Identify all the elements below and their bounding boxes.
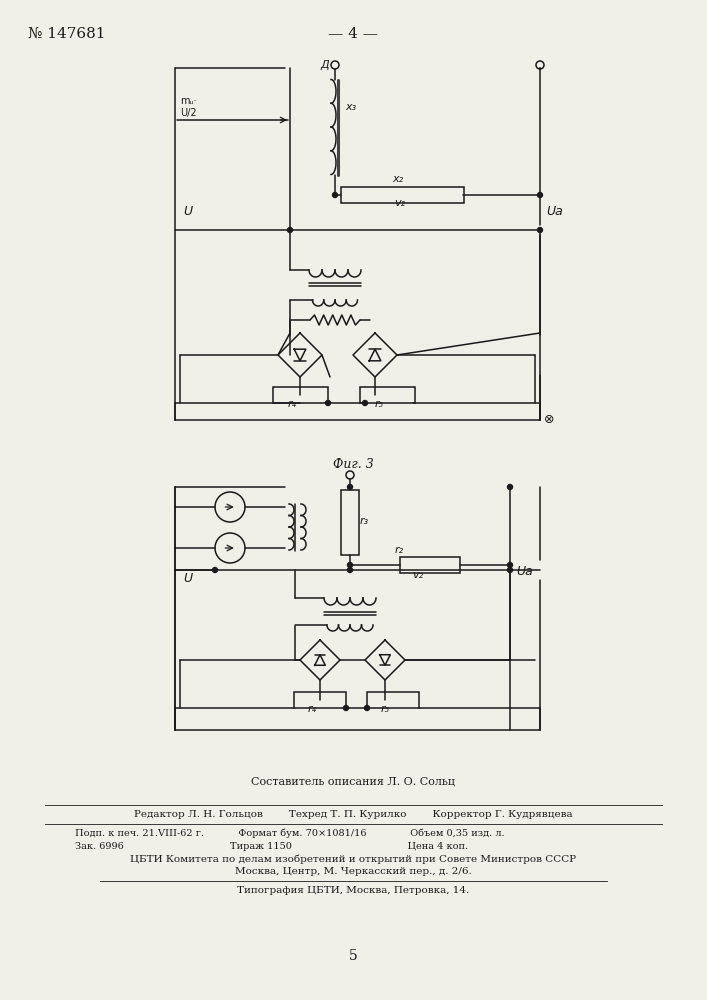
Text: Типография ЦБТИ, Москва, Петровка, 14.: Типография ЦБТИ, Москва, Петровка, 14. — [237, 886, 469, 895]
Circle shape — [348, 562, 353, 568]
Text: № 147681: № 147681 — [28, 27, 105, 41]
Text: 5: 5 — [349, 949, 357, 963]
Circle shape — [348, 568, 353, 572]
Bar — [367, 692, 419, 708]
Circle shape — [508, 485, 513, 489]
Circle shape — [537, 228, 542, 232]
Text: U: U — [183, 572, 192, 585]
Circle shape — [365, 706, 370, 710]
Text: Д: Д — [320, 60, 329, 70]
Text: Редактор Л. Н. Гольцов        Техред Т. П. Курилко        Корректор Г. Кудрявцев: Редактор Л. Н. Гольцов Техред Т. П. Кури… — [134, 810, 572, 819]
Text: Составитель описания Л. О. Сольц: Составитель описания Л. О. Сольц — [251, 777, 455, 787]
Circle shape — [332, 192, 337, 198]
Text: — 4 —: — 4 — — [328, 27, 378, 41]
Text: Uа: Uа — [516, 565, 533, 578]
Text: Фиг. 3: Фиг. 3 — [332, 458, 373, 471]
Text: v₂: v₂ — [394, 198, 405, 208]
Text: Зак. 6996                                  Тираж 1150                           : Зак. 6996 Тираж 1150 — [75, 842, 468, 851]
Text: ЦБТИ Комитета по делам изобретений и открытий при Совете Министров СССР: ЦБТИ Комитета по делам изобретений и отк… — [130, 854, 576, 864]
Text: mᵤ·: mᵤ· — [180, 96, 197, 106]
Circle shape — [344, 706, 349, 710]
Bar — [400, 557, 460, 573]
Text: r₅: r₅ — [381, 704, 390, 714]
Text: r₅: r₅ — [375, 399, 384, 409]
Text: U/2: U/2 — [180, 108, 197, 118]
Text: Подп. к печ. 21.VIII-62 г.           Формат бум. 70×1081/16              Объем 0: Подп. к печ. 21.VIII-62 г. Формат бум. 7… — [75, 828, 505, 838]
Circle shape — [288, 228, 293, 232]
Text: x₃: x₃ — [345, 102, 356, 112]
Bar — [294, 692, 346, 708]
Text: r₄: r₄ — [288, 399, 297, 409]
Text: Москва, Центр, М. Черкасский пер., д. 2/6.: Москва, Центр, М. Черкасский пер., д. 2/… — [235, 867, 472, 876]
Text: x₂: x₂ — [392, 174, 403, 184]
Circle shape — [508, 562, 513, 568]
Bar — [272, 387, 327, 403]
Circle shape — [348, 485, 353, 489]
Text: ⊗: ⊗ — [544, 413, 554, 426]
Text: r₂: r₂ — [395, 545, 404, 555]
Circle shape — [508, 568, 513, 572]
Text: r₄: r₄ — [308, 704, 317, 714]
Text: r₃: r₃ — [360, 516, 369, 526]
Circle shape — [325, 400, 330, 406]
Text: v₂: v₂ — [412, 570, 423, 580]
Bar — [359, 387, 414, 403]
Circle shape — [363, 400, 368, 406]
Bar — [341, 489, 359, 554]
Text: Uа: Uа — [546, 205, 563, 218]
Circle shape — [537, 192, 542, 198]
Text: U: U — [183, 205, 192, 218]
Bar — [341, 187, 464, 203]
Circle shape — [213, 568, 218, 572]
